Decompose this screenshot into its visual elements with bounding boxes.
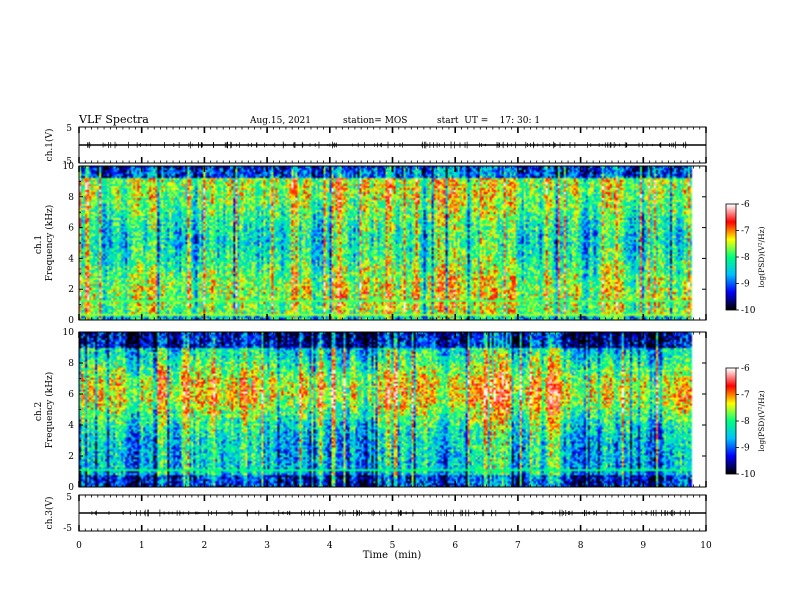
ch1-ytick-label-6: 6 <box>68 224 74 234</box>
xtick-label-10: 10 <box>700 541 712 551</box>
ch2-cbar-label--8: -8 <box>741 417 750 427</box>
ch2-ytick-label-10: 10 <box>63 328 75 338</box>
figure-title: VLF Spectra <box>78 113 149 126</box>
time-axis: 0 1 2 3 4 5 6 7 8 9 10 <box>76 127 712 551</box>
ch1-spectrogram-panel: 0 2 4 6 8 10 ch.1 Frequency (kHz) -6 -7 -8 -9 -10… <box>34 162 766 326</box>
ch1-cbar-label--9: -9 <box>741 280 750 290</box>
ch3-waveform-panel: 5 -5 ch.3(V) <box>44 493 707 534</box>
station-label: station= MOS <box>343 116 407 126</box>
ch1-cbar-label--6: -6 <box>741 200 750 210</box>
ch1-cbar-label--7: -7 <box>741 227 750 237</box>
ch1-ytick-top: 5 <box>66 124 72 134</box>
date-label: Aug.15, 2021 <box>249 116 311 126</box>
ch1-ytick-label-0: 0 <box>68 316 74 326</box>
ch1-ytick-label-2: 2 <box>68 285 74 295</box>
ch2-spectrogram-panel: 0 2 4 6 8 10 ch.2 Frequency (kHz) -6 -7 -8 -9 -10… <box>34 328 766 493</box>
ch1-ylabel-line2: Frequency (kHz) <box>44 205 55 282</box>
ch1-spectrogram-channel-label: ch.1 Frequency (kHz) <box>34 205 55 282</box>
ch3-ytick-top: 5 <box>66 493 72 503</box>
ch2-ytick-label-2: 2 <box>68 452 74 462</box>
xtick-label-9: 9 <box>640 541 646 551</box>
ch2-spectrogram-image <box>79 332 706 487</box>
ch1-cbar-label--10: -10 <box>741 306 756 316</box>
ch1-ytick-label-10: 10 <box>63 162 75 172</box>
time-axis-label: Time (min) <box>363 550 422 561</box>
ch2-cbar-label--7: -7 <box>741 391 750 401</box>
ch1-ytick-label-8: 8 <box>68 193 74 203</box>
xtick-label-7: 7 <box>515 541 521 551</box>
ch3-ytick-bottom: -5 <box>63 524 72 534</box>
xtick-label-1: 1 <box>139 541 145 551</box>
ch2-cbar-label--6: -6 <box>741 364 750 374</box>
ch2-ylabel-line2: Frequency (kHz) <box>44 372 55 449</box>
ch1-ylabel-line1: ch.1 <box>34 235 44 254</box>
ch2-ytick-label-8: 8 <box>68 359 74 369</box>
xtick-label-4: 4 <box>327 541 333 551</box>
ch1-cbar-label--8: -8 <box>741 253 750 263</box>
ch1-colorbar <box>726 204 736 310</box>
ch1-waveform-ylabel: ch.1(V) <box>44 129 55 162</box>
ch2-cbar-label--9: -9 <box>741 444 750 454</box>
ch1-colorbar-label: log(PSD)(V²/Hz) <box>757 226 766 287</box>
xtick-label-8: 8 <box>578 541 584 551</box>
xtick-label-3: 3 <box>264 541 270 551</box>
ch2-ytick-label-4: 4 <box>68 421 74 431</box>
ch2-colorbar <box>726 368 736 474</box>
ch2-ytick-label-0: 0 <box>68 483 74 493</box>
ch2-spectrogram-channel-label: ch.2 Frequency (kHz) <box>34 372 55 449</box>
xtick-label-0: 0 <box>76 541 82 551</box>
xtick-label-6: 6 <box>452 541 458 551</box>
ch1-ytick-label-4: 4 <box>68 254 74 264</box>
ch2-ylabel-line1: ch.2 <box>34 402 44 421</box>
ch2-cbar-label--10: -10 <box>741 470 756 480</box>
xtick-label-2: 2 <box>202 541 208 551</box>
ch3-waveform-ylabel: ch.3(V) <box>44 497 55 530</box>
xtick-label-5: 5 <box>390 541 396 551</box>
ch1-waveform-panel: 5 -5 ch.1(V) <box>44 124 707 167</box>
ch2-ytick-label-6: 6 <box>68 390 74 400</box>
start-time-label: start UT = 17: 30: 1 <box>437 116 540 126</box>
ch1-spectrogram-image <box>79 166 706 320</box>
ch2-colorbar-label: log(PSD)(V²/Hz) <box>757 390 766 451</box>
ch1-ytick-bottom: -5 <box>63 157 72 167</box>
